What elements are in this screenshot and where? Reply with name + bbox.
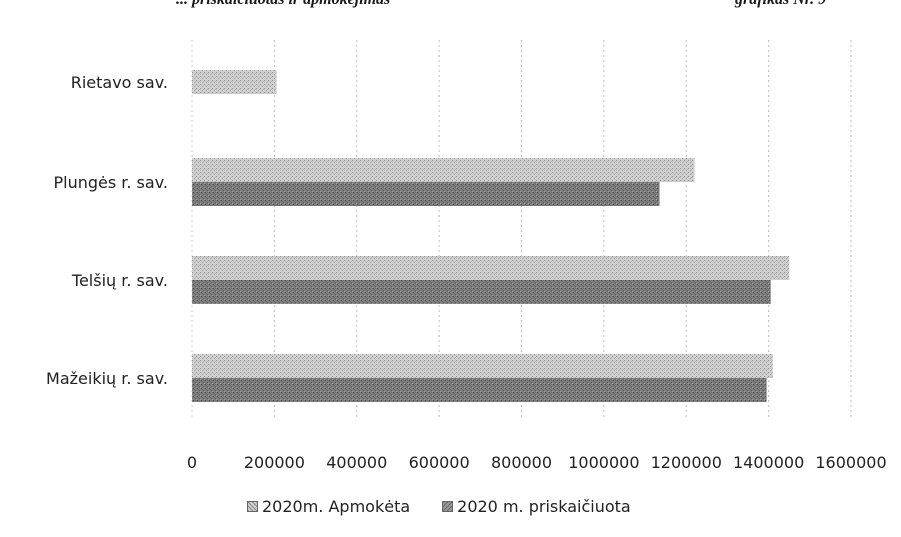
bar-priskaiciuota-1 <box>192 280 771 304</box>
category-label-0: Mažeikių r. sav. <box>46 369 168 388</box>
legend-swatch-apmoketa <box>247 501 258 512</box>
tick-label-6: 1200000 <box>651 453 722 472</box>
bar-apmoketa-2 <box>192 158 695 182</box>
tick-label-7: 1400000 <box>733 453 804 472</box>
tick-label-5: 1000000 <box>568 453 639 472</box>
header-fragment-left: ... priskaičiuotas ir apmokėjimas <box>176 0 390 9</box>
tick-label-1: 200000 <box>244 453 305 472</box>
tick-label-0: 0 <box>187 453 197 472</box>
legend-item-priskaiciuota: 2020 m. priskaičiuota <box>442 497 631 516</box>
tick-label-2: 400000 <box>326 453 387 472</box>
bar-apmoketa-1 <box>192 256 790 280</box>
x-axis-tick-labels: 0 200000 400000 600000 800000 1000000 1200000 1… <box>187 453 887 472</box>
legend-label-priskaiciuota: 2020 m. priskaičiuota <box>457 497 631 516</box>
legend-label-apmoketa: 2020m. Apmokėta <box>262 497 411 516</box>
tick-label-4: 800000 <box>491 453 552 472</box>
bar-apmoketa-0 <box>192 354 773 378</box>
legend-item-apmoketa: 2020m. Apmokėta <box>247 497 410 516</box>
category-label-1: Telšių r. sav. <box>71 271 168 290</box>
bars <box>192 70 790 402</box>
tick-label-3: 600000 <box>409 453 470 472</box>
bar-priskaiciuota-0 <box>192 378 767 402</box>
category-label-2: Plungės r. sav. <box>53 173 168 192</box>
bar-apmoketa-3 <box>192 70 277 94</box>
legend-swatch-priskaiciuota <box>442 501 454 512</box>
header-fragment-right: grafikas Nr. 9 <box>735 0 826 9</box>
category-labels: Mažeikių r. sav. Telšių r. sav. Plungės r.… <box>46 73 168 388</box>
tick-label-8: 1600000 <box>815 453 886 472</box>
bar-priskaiciuota-2 <box>192 182 660 206</box>
category-label-3: Rietavo sav. <box>71 73 168 92</box>
legend: 2020m. Apmokėta 2020 m. priskaičiuota <box>247 497 663 516</box>
